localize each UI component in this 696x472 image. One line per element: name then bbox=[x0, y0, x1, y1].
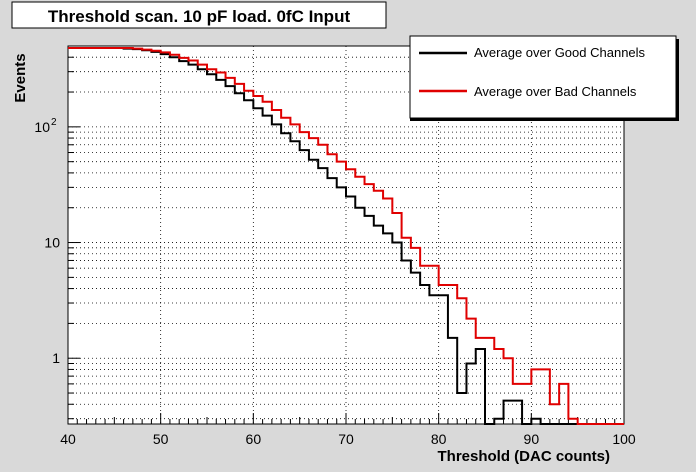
x-axis-label: Threshold (DAC counts) bbox=[438, 448, 611, 465]
title-box bbox=[11, 1, 387, 29]
x-tick-label: 50 bbox=[153, 431, 169, 447]
x-tick-label: 70 bbox=[338, 431, 354, 447]
legend: Average over Good Channels Average over … bbox=[409, 35, 679, 121]
chart-title: Threshold scan. 10 pF load. 0fC Input bbox=[48, 7, 351, 26]
x-tick-label: 60 bbox=[246, 431, 262, 447]
series-layer bbox=[68, 47, 624, 425]
legend-label-good: Average over Good Channels bbox=[474, 45, 646, 60]
series-line-good-channels bbox=[68, 47, 624, 425]
y-tick-label: 1 bbox=[52, 350, 60, 366]
legend-box bbox=[409, 35, 677, 119]
legend-shadow-side bbox=[676, 39, 679, 121]
y-tick-label: 10 bbox=[34, 119, 50, 135]
x-tick-label: 80 bbox=[431, 431, 447, 447]
y-tick-label: 10 bbox=[44, 235, 60, 251]
y-axis-label: Events bbox=[12, 53, 29, 102]
y-tick-label-exponent: 2 bbox=[51, 117, 57, 128]
legend-label-bad: Average over Bad Channels bbox=[474, 84, 637, 99]
x-tick-label: 100 bbox=[612, 431, 636, 447]
series-line-bad-channels bbox=[68, 47, 624, 425]
x-tick-label: 90 bbox=[524, 431, 540, 447]
legend-shadow bbox=[410, 118, 679, 121]
x-tick-label: 40 bbox=[60, 431, 76, 447]
